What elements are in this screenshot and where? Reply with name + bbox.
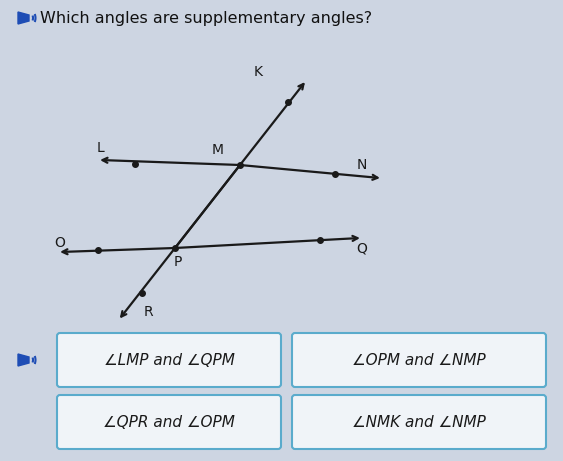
- Text: O: O: [55, 236, 65, 250]
- Text: K: K: [253, 65, 262, 79]
- Text: Which angles are supplementary angles?: Which angles are supplementary angles?: [40, 11, 372, 25]
- Polygon shape: [18, 12, 29, 24]
- FancyBboxPatch shape: [292, 333, 546, 387]
- Text: M: M: [212, 143, 224, 157]
- FancyBboxPatch shape: [57, 333, 281, 387]
- FancyBboxPatch shape: [292, 395, 546, 449]
- FancyBboxPatch shape: [57, 395, 281, 449]
- Text: ∠NMK and ∠NMP: ∠NMK and ∠NMP: [352, 414, 486, 430]
- Text: ∠OPM and ∠NMP: ∠OPM and ∠NMP: [352, 353, 486, 367]
- Text: N: N: [357, 158, 367, 172]
- Text: L: L: [96, 141, 104, 155]
- Text: Q: Q: [356, 241, 368, 255]
- Text: P: P: [174, 255, 182, 269]
- Text: ∠LMP and ∠QPM: ∠LMP and ∠QPM: [104, 353, 234, 367]
- Polygon shape: [18, 354, 29, 366]
- Text: R: R: [143, 305, 153, 319]
- Text: ∠QPR and ∠OPM: ∠QPR and ∠OPM: [103, 414, 235, 430]
